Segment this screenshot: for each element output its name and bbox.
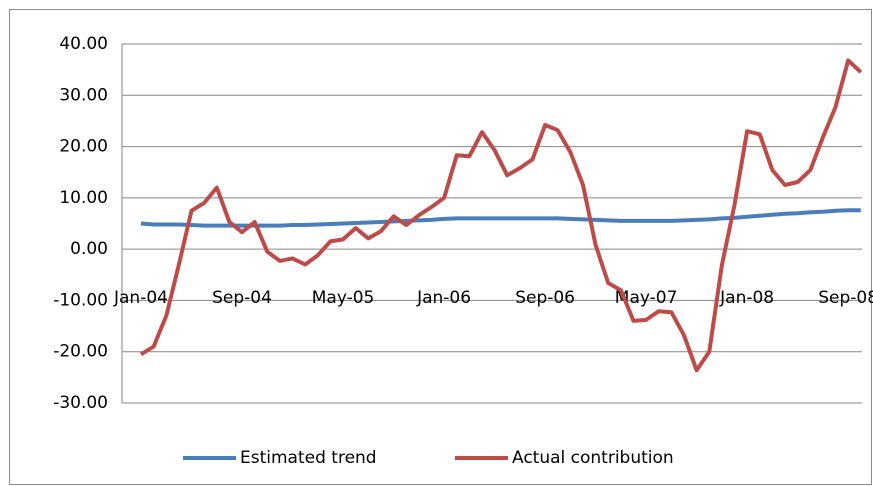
y-tick-label: -30.00 — [53, 393, 108, 413]
y-tick-label: 40.00 — [59, 34, 108, 54]
series-line — [139, 58, 863, 373]
x-tick-label: Sep-08 — [818, 288, 873, 308]
y-tick-label: 0.00 — [70, 239, 108, 259]
x-tick-label: May-05 — [312, 288, 375, 308]
legend-label: Estimated trend — [240, 448, 377, 468]
y-tick-label: -20.00 — [53, 342, 108, 362]
x-tick-label: May-07 — [615, 288, 678, 308]
x-tick-label: Jan-04 — [113, 288, 168, 308]
series-line — [140, 208, 861, 228]
y-tick-label: 10.00 — [59, 188, 108, 208]
y-tick-label: -10.00 — [53, 290, 108, 310]
x-tick-label: Sep-04 — [212, 288, 272, 308]
x-tick-label: Jan-06 — [416, 288, 471, 308]
chart-border — [9, 9, 872, 485]
x-tick-label: Jan-08 — [719, 288, 774, 308]
y-tick-label: 20.00 — [59, 137, 108, 157]
legend-label: Actual contribution — [512, 448, 674, 468]
x-tick-label: Sep-06 — [515, 288, 575, 308]
y-tick-label: 30.00 — [59, 85, 108, 105]
